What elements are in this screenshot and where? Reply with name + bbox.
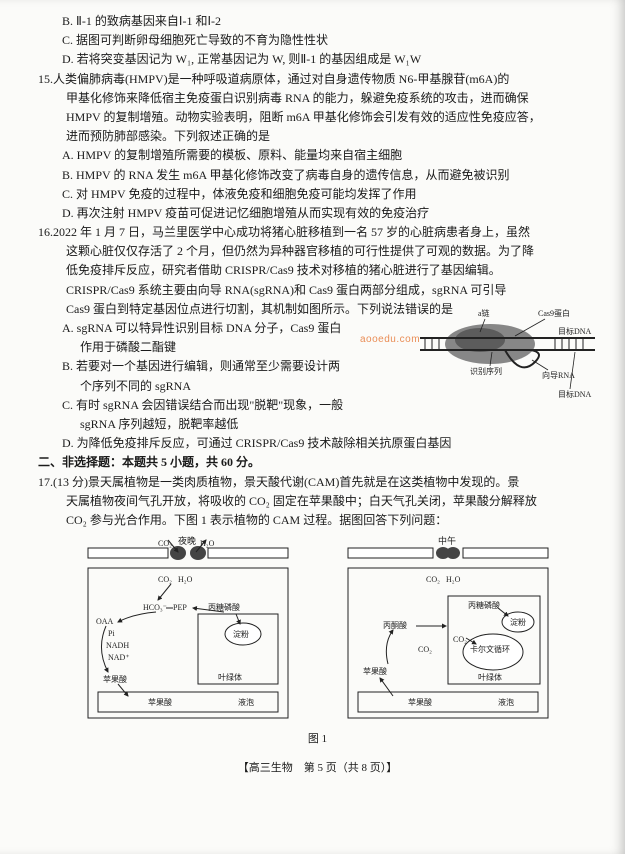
- svg-text:PEP: PEP: [173, 603, 187, 612]
- q16-option-d: D. 为降低免疫排斥反应，可通过 CRISPR/Cas9 技术敲除相关抗原蛋白基…: [38, 434, 597, 453]
- svg-text:H₂O: H₂O: [446, 575, 461, 584]
- label-guide-rna: 向导RNA: [542, 370, 575, 380]
- svg-text:CO₂: CO₂: [158, 539, 172, 548]
- q14-option-d: D. 若将突变基因记为 W₁, 正常基因记为 W, 则Ⅱ-1 的基因组成是 W₁…: [38, 50, 597, 69]
- q16-stem-line3: 低免疫排斥反应，研究者借助 CRISPR/Cas9 技术对移植的猪心脏进行了基因…: [38, 261, 597, 280]
- q17-stem-line2: 天属植物夜间气孔开放，将吸收的 CO₂ 固定在苹果酸中；白天气孔关闭，苹果酸分解…: [38, 492, 597, 511]
- svg-text:H₂O: H₂O: [178, 575, 193, 584]
- svg-text:CO₂: CO₂: [453, 635, 467, 644]
- q15-num: 15.: [38, 72, 53, 86]
- q16-option-c-line2: sgRNA 序列越短，脱靶率越低: [38, 415, 597, 434]
- svg-text:NADH: NADH: [106, 641, 129, 650]
- svg-text:淀粉: 淀粉: [233, 629, 249, 639]
- q15-stem-line2: 甲基化修饰来降低宿主免疫蛋白识别病毒 RNA 的能力，躲避免疫系统的攻击，进而确…: [38, 89, 597, 108]
- q16-option-c-line1: C. 有时 sgRNA 会因错误结合而出现"脱靶"现象，一般: [38, 396, 436, 415]
- q16-option-b-line1: B. 若要对一个基因进行编辑，则通常至少需要设计两: [38, 357, 436, 376]
- svg-text:丙糖磷酸: 丙糖磷酸: [468, 600, 500, 610]
- svg-text:苹果酸: 苹果酸: [148, 697, 172, 707]
- svg-text:OAA: OAA: [96, 617, 114, 626]
- svg-text:淀粉: 淀粉: [510, 617, 526, 627]
- q15-stem-line3: HMPV 的复制增殖。动物实验表明，阻断 m6A 甲基化修饰会引发有效的适应性免…: [38, 108, 597, 127]
- label-recog-seq: 识别序列: [470, 366, 502, 376]
- q16-stem: 16.2022 年 1 月 7 日，马兰里医学中心成功将猪心脏移植到一名 57 …: [38, 223, 597, 242]
- svg-text:苹果酸: 苹果酸: [408, 697, 432, 707]
- svg-text:CO₂: CO₂: [426, 575, 440, 584]
- svg-text:叶绿体: 叶绿体: [478, 672, 502, 682]
- page-footer: 【高三生物 第 5 页（共 8 页）】: [38, 760, 597, 778]
- label-noon: 中午: [438, 535, 456, 546]
- q15-stem: 15.人类偏肺病毒(HMPV)是一种呼吸道病原体，通过对自身遗传物质 N6-甲基…: [38, 70, 597, 89]
- svg-text:CO₂: CO₂: [418, 645, 432, 654]
- q15-stem-line1: 人类偏肺病毒(HMPV)是一种呼吸道病原体，通过对自身遗传物质 N6-甲基腺苷(…: [53, 72, 509, 86]
- watermark: aooedu.com: [360, 332, 420, 348]
- q17-stem-line3: CO₂ 参与光合作用。下图 1 表示植物的 CAM 过程。据图回答下列问题：: [38, 511, 597, 530]
- svg-text:NAD⁺: NAD⁺: [108, 653, 130, 662]
- label-target-dna: 目标DNA: [558, 326, 592, 336]
- figure-1-caption: 图 1: [38, 731, 597, 749]
- q15-option-a: A. HMPV 的复制增殖所需要的模板、原料、能量均来自宿主细胞: [38, 146, 597, 165]
- q15-option-d: D. 再次注射 HMPV 疫苗可促进记忆细胞增殖从而实现有效的免疫治疗: [38, 204, 597, 223]
- cam-diagram: 夜晚 CO₂ H₂O CO₂ H₂O HCO₃⁻ PEP OAA Pi NADH…: [78, 534, 558, 729]
- q16-stem-line1: 2022 年 1 月 7 日，马兰里医学中心成功将猪心脏移植到一名 57 岁的心…: [53, 225, 530, 239]
- svg-text:H₂O: H₂O: [200, 539, 215, 548]
- q16-stem-line2: 这颗心脏仅仅存活了 2 个月，但仍然为异种器官移植的可行性提供了可观的数据。为了…: [38, 242, 597, 261]
- svg-text:液泡: 液泡: [238, 697, 254, 707]
- q16-num: 16.: [38, 225, 53, 239]
- q17-stem: 17.(13 分)景天属植物是一类肉质植物，景天酸代谢(CAM)首先就是在这类植…: [38, 473, 597, 492]
- q14-option-b: B. Ⅱ-1 的致病基因来自Ⅰ-1 和Ⅰ-2: [38, 12, 597, 31]
- q16-stem-line4: CRISPR/Cas9 系统主要由向导 RNA(sgRNA)和 Cas9 蛋白两…: [38, 281, 597, 300]
- q15-stem-line4: 进而预防肺部感染。下列叙述正确的是: [38, 127, 597, 146]
- q17-num: 17.: [38, 475, 53, 489]
- q15-option-b: B. HMPV 的 RNA 发生 m6A 甲基化修饰改变了病毒自身的遗传信息，从…: [38, 166, 597, 185]
- svg-text:丙酮酸: 丙酮酸: [383, 620, 407, 630]
- label-cas9: Cas9蛋白: [538, 308, 570, 318]
- svg-text:苹果酸: 苹果酸: [103, 674, 127, 684]
- label-night: 夜晚: [178, 535, 196, 546]
- svg-text:苹果酸: 苹果酸: [363, 666, 387, 676]
- svg-text:卡尔文循环: 卡尔文循环: [470, 644, 510, 654]
- svg-text:Pi: Pi: [108, 629, 115, 638]
- q15-option-c: C. 对 HMPV 免疫的过程中，体液免疫和细胞免疫可能均发挥了作用: [38, 185, 597, 204]
- label-target-dna-2: 目标DNA: [558, 389, 592, 399]
- svg-text:CO₂: CO₂: [158, 575, 172, 584]
- svg-text:叶绿体: 叶绿体: [218, 672, 242, 682]
- q17-stem-line1: (13 分)景天属植物是一类肉质植物，景天酸代谢(CAM)首先就是在这类植物中发…: [53, 475, 519, 489]
- svg-text:HCO₃⁻: HCO₃⁻: [143, 603, 167, 612]
- section-2-title: 二、非选择题：本题共 5 小题，共 60 分。: [38, 453, 597, 472]
- label-a-chain: a链: [478, 308, 490, 318]
- svg-text:液泡: 液泡: [498, 697, 514, 707]
- crispr-diagram: a链 Cas9蛋白 目标DNA 识别序列 向导RNA 目标DNA: [420, 302, 595, 402]
- q14-option-c: C. 据图可判断卵母细胞死亡导致的不育为隐性性状: [38, 31, 597, 50]
